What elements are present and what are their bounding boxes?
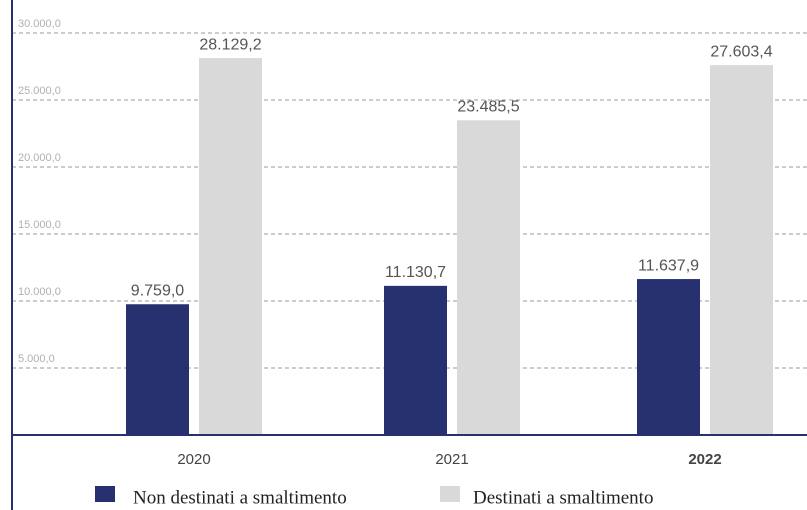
- x-tick-label: 2020: [177, 451, 210, 468]
- legend-label: Destinati a smaltimento: [473, 487, 653, 508]
- value-label: 27.603,4: [710, 43, 772, 60]
- bar: [637, 279, 700, 435]
- bar: [199, 58, 262, 435]
- legend-label: Non destinati a smaltimento: [133, 487, 347, 508]
- value-label: 11.130,7: [385, 264, 446, 281]
- x-tick-label: 2021: [435, 451, 468, 468]
- y-tick-label: 30.000,0: [18, 18, 61, 30]
- legend-swatch: [95, 486, 115, 502]
- value-label: 9.759,0: [131, 282, 184, 299]
- y-tick-label: 10.000,0: [18, 286, 61, 298]
- y-tick-label: 20.000,0: [18, 152, 61, 164]
- y-tick-label: 5.000,0: [18, 353, 55, 365]
- y-tick-label: 25.000,0: [18, 85, 61, 97]
- x-tick-label: 2022: [688, 451, 721, 468]
- bar: [384, 285, 447, 435]
- bar: [126, 304, 189, 435]
- bar: [457, 120, 520, 435]
- legend-swatch: [440, 486, 460, 502]
- y-tick-label: 15.000,0: [18, 219, 61, 231]
- value-label: 23.485,5: [457, 99, 519, 116]
- value-label: 28.129,2: [199, 36, 261, 53]
- bar: [710, 65, 773, 435]
- value-label: 11.637,9: [638, 257, 699, 274]
